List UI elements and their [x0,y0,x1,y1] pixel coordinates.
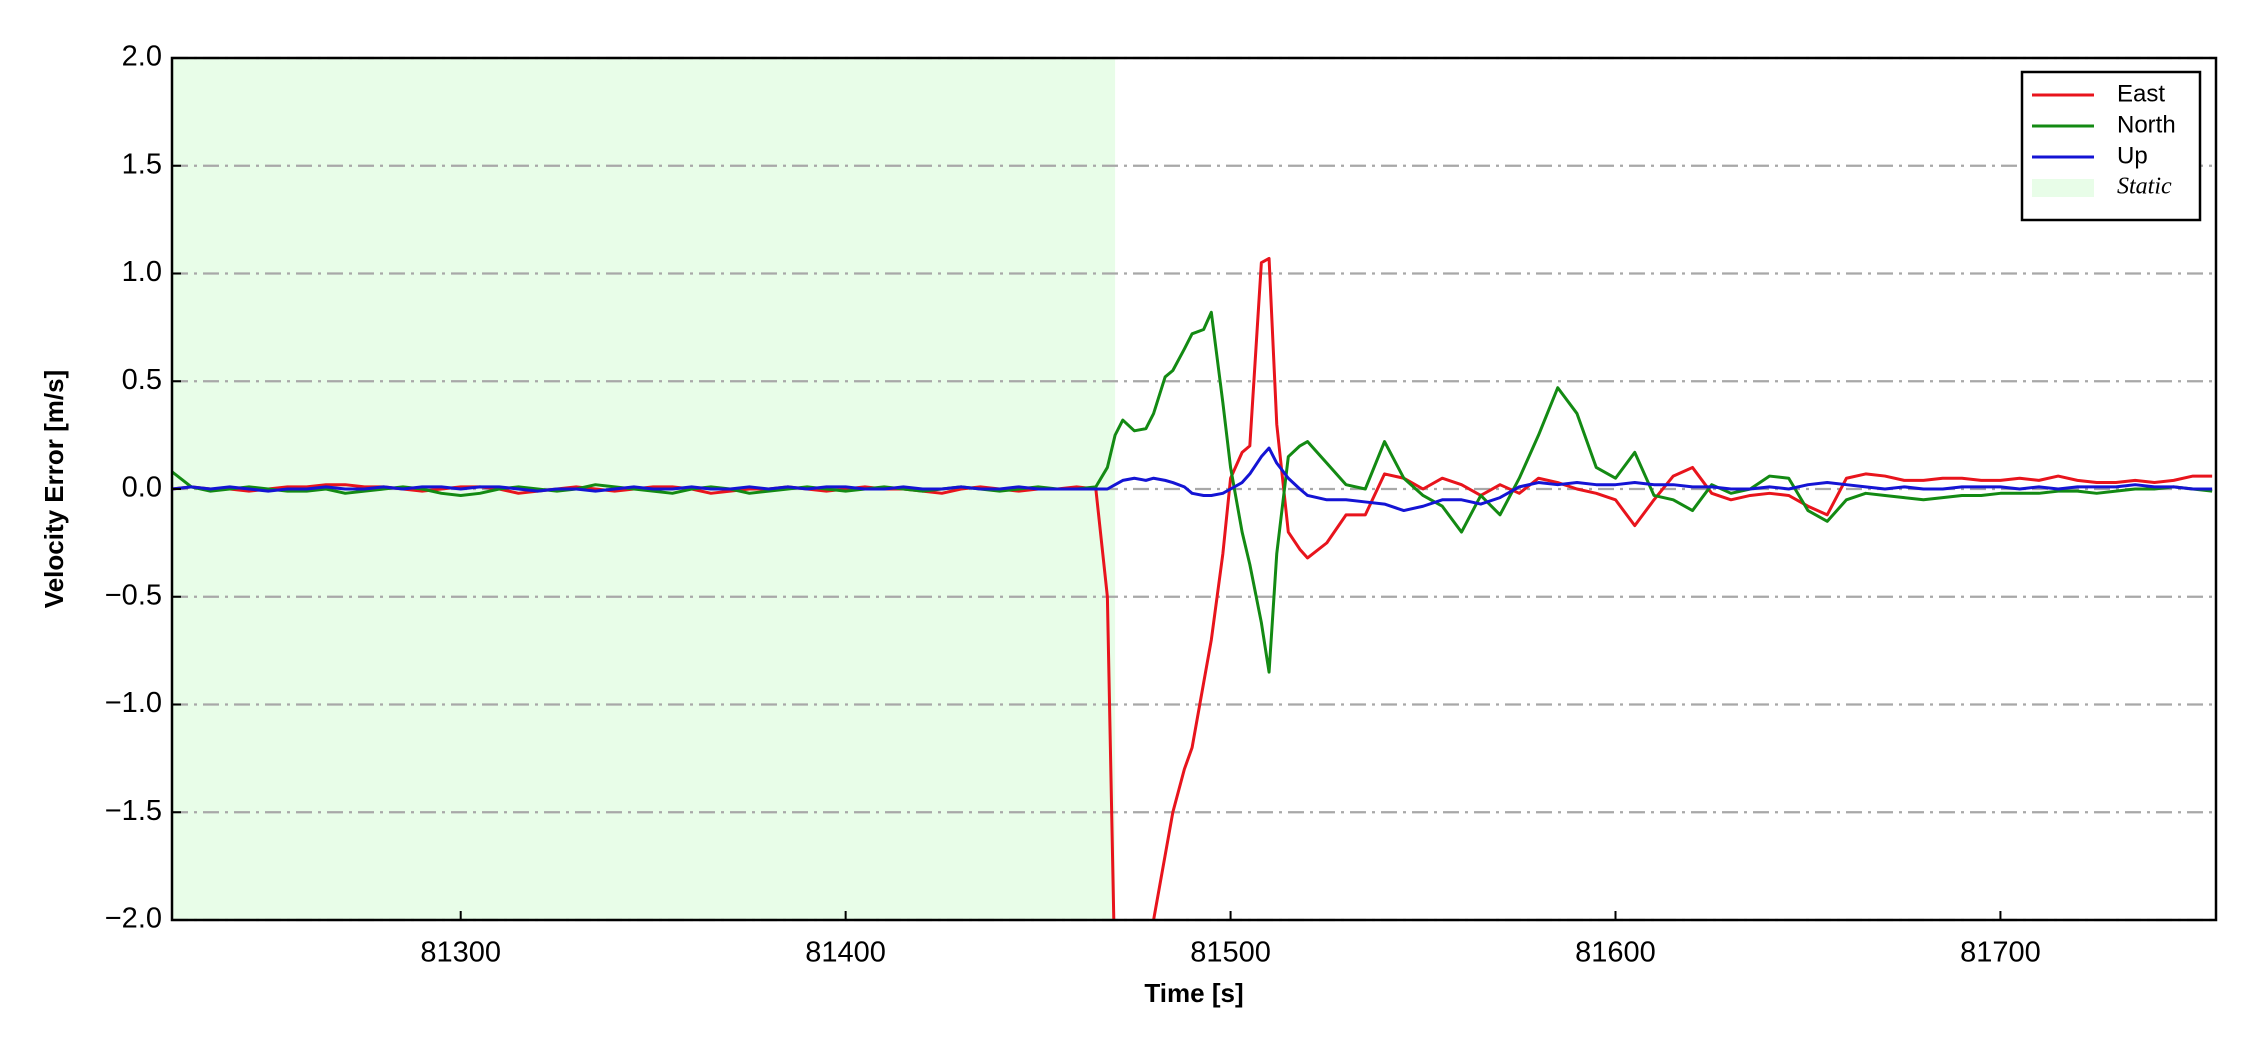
y-tick-label: 2.0 [122,41,162,73]
y-axis-label: Velocity Error [m/s] [39,370,69,608]
y-tick-label: −1.5 [105,795,162,827]
y-tick-label: 0.5 [122,364,162,396]
y-tick-label: −0.5 [105,579,162,611]
y-tick-label: −1.0 [105,687,162,719]
legend-label: Static [2117,174,2172,200]
y-tick-label: 0.0 [122,472,162,504]
x-tick-label: 81300 [420,937,501,969]
y-tick-label: −2.0 [105,903,162,935]
x-tick-label: 81400 [805,937,886,969]
series-line [172,446,2213,513]
legend-swatch [2032,179,2094,197]
legend-label: Up [2117,142,2148,169]
x-tick-label: 81700 [1960,937,2041,969]
legend-label: North [2117,111,2176,138]
x-tick-label: 81600 [1575,937,1656,969]
legend-label: East [2117,80,2165,107]
x-axis-label: Time [s] [1144,978,1243,1008]
lines-layer [172,256,2213,920]
y-tick-label: 1.0 [122,256,162,288]
ticks-layer: −2.0 −1.5 −1.0 −0.5 0.0 0.5 1.0 1.5 2.0 81300 8140… [105,41,2041,969]
y-tick-label: 1.5 [122,148,162,180]
x-tick-label: 81500 [1190,937,1271,969]
legend: East North Up Static [2020,70,2202,222]
